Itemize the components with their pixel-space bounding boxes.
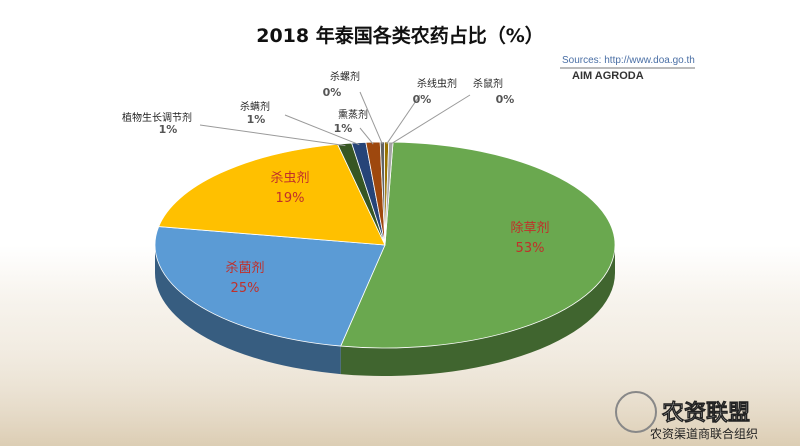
pct-acaricide: 1% — [247, 113, 266, 126]
slice-herbicide — [340, 141, 616, 349]
pct-insecticide: 19% — [276, 191, 305, 206]
pct-fumigant: 1% — [334, 122, 353, 135]
slice-fungicide-side — [155, 245, 341, 375]
source-text: Sources: http://www.doa.go.th — [562, 55, 695, 66]
watermark-emblem-icon — [615, 391, 657, 433]
leader-plant-growth-regulator — [199, 124, 346, 147]
pct-fungicide: 25% — [231, 281, 260, 296]
leader-nematicide — [386, 94, 421, 145]
pct-herbicide: 53% — [516, 241, 545, 256]
label-fungicide: 杀菌剂 — [225, 261, 264, 276]
label-fumigant: 熏蒸剂 — [338, 108, 368, 121]
pct-nematicide: 0% — [413, 93, 432, 106]
label-rodenticide: 杀鼠剂 — [473, 77, 503, 90]
leader-molluscicide — [359, 91, 383, 145]
label-acaricide: 杀螨剂 — [240, 100, 270, 113]
pct-plant-growth-regulator: 1% — [159, 123, 178, 136]
watermark: 农资联盟 农资渠道商联合组织 — [615, 391, 758, 441]
label-herbicide: 除草剂 — [510, 221, 549, 236]
pct-molluscicide: 0% — [323, 86, 342, 99]
pie-slices — [154, 141, 616, 376]
slice-insecticide — [158, 143, 386, 246]
pct-rodenticide: 0% — [496, 93, 515, 106]
leader-acaricide — [284, 114, 360, 146]
leader-rodenticide — [390, 94, 471, 145]
slice-fungicide — [154, 226, 386, 347]
slice-rodenticide — [384, 141, 394, 246]
chart-title: 2018 年泰国各类农药占比（%） — [256, 24, 544, 47]
slice-herbicide-side — [340, 245, 615, 376]
watermark-main-text: 农资联盟 — [661, 400, 750, 426]
leader-fumigant — [359, 127, 374, 145]
watermark-sub-text: 农资渠道商联合组织 — [650, 426, 758, 441]
label-plant-growth-regulator: 植物生长调节剂 — [122, 111, 192, 124]
label-nematicide: 杀线虫剂 — [417, 77, 457, 90]
label-insecticide: 杀虫剂 — [270, 171, 309, 186]
brand-logo-text: AIM AGRODA — [572, 70, 644, 82]
label-molluscicide: 杀螺剂 — [330, 70, 360, 83]
